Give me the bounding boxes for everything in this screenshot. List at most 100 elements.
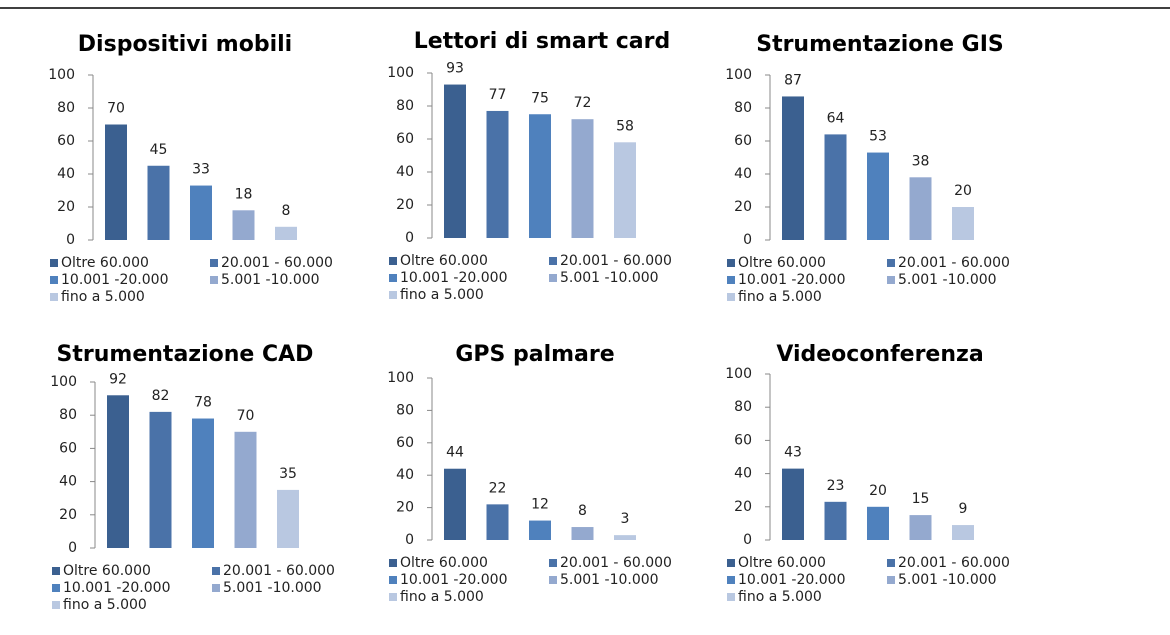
legend-swatch [389,559,397,567]
value-label: 8 [578,503,587,519]
legend-swatch [50,276,58,284]
value-label: 78 [194,395,212,411]
y-tick-label: 100 [387,65,414,81]
legend-label: 5.001 -10.000 [223,580,322,596]
bar [952,207,974,240]
bar [107,395,129,548]
value-label: 33 [192,162,210,178]
y-tick-label: 80 [57,100,75,116]
legend-label: 20.001 - 60.000 [898,255,1010,271]
legend-label: Oltre 60.000 [400,555,488,571]
bar [234,431,257,548]
y-tick-label: 0 [68,540,77,556]
bar [867,152,889,240]
chart-title: Videoconferenza [776,342,983,367]
legend-swatch [727,276,735,284]
y-tick-label: 0 [743,232,752,248]
bar [824,501,847,540]
y-tick-label: 20 [734,199,752,215]
legend-swatch [549,559,557,567]
bar [782,468,804,540]
value-label: 64 [827,110,845,126]
y-tick-label: 20 [396,197,414,213]
legend-swatch [212,567,220,575]
y-tick-label: 80 [734,399,752,415]
bar [614,142,636,238]
y-tick-label: 100 [387,370,414,386]
value-label: 8 [282,203,291,219]
value-label: 72 [574,95,592,111]
y-tick-label: 60 [734,133,752,149]
bar [867,506,889,540]
y-tick-label: 0 [405,532,414,548]
value-label: 15 [912,491,930,507]
bar [232,210,255,240]
chart-title: GPS palmare [455,342,614,367]
y-tick-label: 40 [57,166,75,182]
bar [529,520,551,540]
legend-label: fino a 5.000 [63,597,147,613]
legend-swatch [389,593,397,601]
value-label: 45 [150,142,168,158]
bar [149,411,172,548]
y-tick-label: 0 [405,230,414,246]
legend-swatch [210,259,218,267]
legend-label: 10.001 -20.000 [63,580,170,596]
y-tick-label: 20 [57,199,75,215]
legend-swatch [212,584,220,592]
y-tick-label: 20 [396,500,414,516]
value-label: 44 [446,445,464,461]
y-tick-label: 0 [66,232,75,248]
value-label: 53 [869,129,887,145]
bar [486,504,509,540]
bar [824,134,847,240]
legend-label: Oltre 60.000 [61,255,149,271]
legend-label: Oltre 60.000 [738,555,826,571]
legend-label: 10.001 -20.000 [61,272,168,288]
y-tick-label: 40 [734,466,752,482]
chart-title: Strumentazione GIS [756,32,1004,57]
bar [147,165,170,240]
value-label: 23 [827,478,845,494]
y-tick-label: 20 [734,499,752,515]
value-label: 70 [107,101,125,117]
y-tick-label: 40 [734,166,752,182]
legend-label: 10.001 -20.000 [400,270,507,286]
bar [192,418,214,548]
legend-label: Oltre 60.000 [400,253,488,269]
legend-swatch [210,276,218,284]
value-label: 70 [237,408,255,424]
value-label: 75 [531,90,549,106]
bar [614,535,636,540]
legend-label: Oltre 60.000 [738,255,826,271]
legend-label: 5.001 -10.000 [221,272,320,288]
value-label: 12 [531,497,549,513]
chart-title: Dispositivi mobili [78,32,292,57]
value-label: 22 [489,480,507,496]
y-tick-label: 20 [59,507,77,523]
legend-swatch [549,576,557,584]
legend-label: 20.001 - 60.000 [223,563,335,579]
legend-swatch [887,559,895,567]
legend-swatch [50,293,58,301]
y-tick-label: 100 [725,67,752,83]
y-tick-label: 60 [57,133,75,149]
bar [571,119,594,238]
value-label: 82 [152,388,170,404]
y-tick-label: 100 [48,67,75,83]
value-label: 58 [616,118,634,134]
legend-label: 5.001 -10.000 [560,270,659,286]
legend-label: 20.001 - 60.000 [221,255,333,271]
chart-title: Lettori di smart card [414,29,670,54]
y-tick-label: 60 [59,440,77,456]
legend-label: fino a 5.000 [61,289,145,305]
legend-label: 10.001 -20.000 [738,572,845,588]
legend-swatch [389,257,397,265]
legend-label: 20.001 - 60.000 [898,555,1010,571]
bar [190,185,212,240]
legend-swatch [50,259,58,267]
y-tick-label: 60 [396,131,414,147]
legend-label: 5.001 -10.000 [898,572,997,588]
value-label: 9 [959,501,968,517]
y-tick-label: 100 [725,366,752,382]
